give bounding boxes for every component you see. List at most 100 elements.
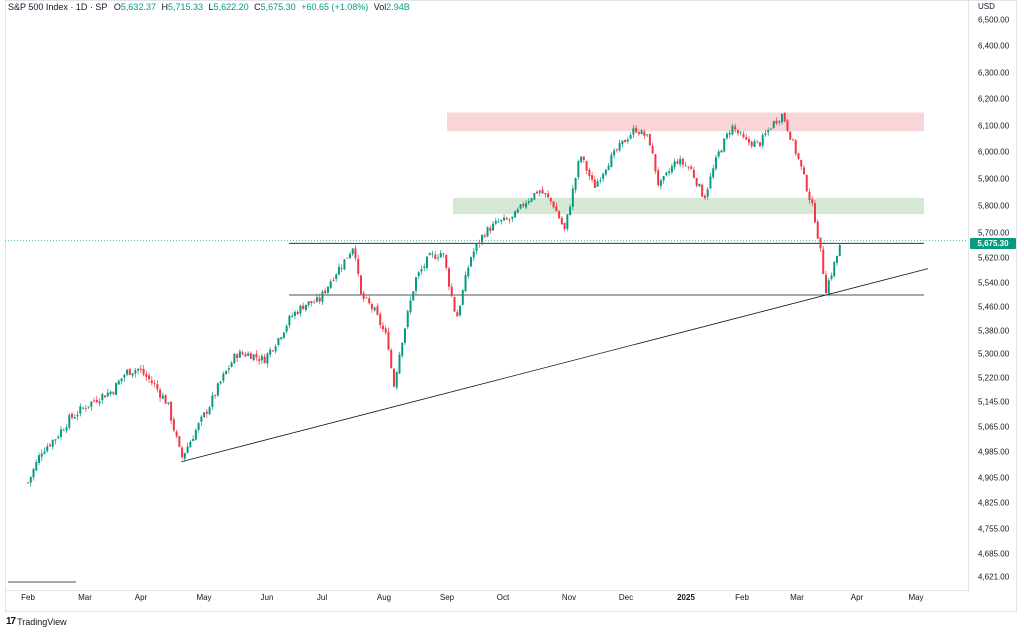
candle-body — [679, 158, 682, 165]
close-label: C — [254, 2, 261, 12]
candle-body — [274, 346, 277, 352]
time-tick-label: Dec — [618, 593, 634, 602]
candle-body — [530, 198, 533, 202]
candle-body — [90, 401, 93, 407]
candle-body — [538, 190, 541, 193]
candle-body — [808, 191, 811, 200]
candle-body — [519, 204, 522, 209]
candle-body — [497, 221, 500, 223]
candle-body — [745, 136, 748, 140]
candle-body — [376, 306, 379, 315]
candle-body — [654, 154, 657, 172]
candle-body — [698, 183, 701, 187]
currency-label[interactable]: USD — [978, 2, 995, 11]
candle-body — [395, 372, 398, 388]
candle-body — [544, 192, 547, 195]
candle-body — [731, 125, 734, 135]
candle-body — [431, 253, 434, 255]
candle-body — [156, 384, 159, 390]
time-tick-label: Apr — [134, 593, 148, 602]
candle-body — [49, 444, 52, 447]
open-value: 5,632.37 — [120, 2, 156, 12]
change-value: +60.65 (+1.08%) — [301, 2, 369, 12]
price-tick-label: 5,620.00 — [978, 253, 1010, 263]
candle-body — [387, 331, 390, 350]
candle-body — [189, 441, 192, 448]
candle-body — [95, 399, 98, 403]
candle-body — [789, 131, 792, 140]
candle-body — [481, 234, 484, 243]
tradingview-logo-icon: 17 — [6, 616, 16, 627]
candle-body — [640, 130, 643, 135]
candle-body — [205, 411, 208, 414]
candle-body — [84, 408, 87, 409]
candle-body — [764, 133, 767, 135]
candle-body — [769, 128, 772, 130]
candle-body — [717, 151, 720, 157]
high-label: H — [161, 2, 168, 12]
candle-body — [379, 314, 382, 326]
candle-body — [112, 392, 115, 394]
candle-body — [222, 373, 225, 381]
candle-body — [563, 223, 566, 230]
candle-body — [514, 211, 517, 218]
candle-body — [478, 242, 481, 244]
candle-body — [802, 167, 805, 175]
time-axis-separator — [5, 590, 969, 591]
candle-body — [423, 266, 426, 268]
candle-body — [285, 325, 288, 332]
candle-body — [437, 257, 440, 259]
candle-body — [172, 419, 175, 431]
candle-body — [505, 218, 508, 220]
candle-body — [120, 378, 123, 382]
candle-body — [692, 169, 695, 178]
symbol-label[interactable]: S&P 500 Index · 1D · SP — [8, 2, 108, 12]
candle-body — [629, 135, 632, 139]
candle-body — [607, 165, 610, 171]
candle-body — [684, 165, 687, 167]
candle-body — [566, 214, 569, 229]
time-tick-label: Mar — [790, 593, 804, 602]
candle-body — [269, 349, 272, 355]
candle-body — [637, 132, 640, 135]
candle-body — [337, 266, 340, 275]
candle-body — [71, 413, 74, 418]
candle-body — [194, 429, 197, 440]
candle-body — [709, 176, 712, 189]
candle-body — [555, 206, 558, 212]
price-tick-label: 6,300.00 — [978, 68, 1010, 78]
candle-body — [500, 219, 503, 222]
candle-body — [271, 350, 274, 352]
candle-body — [811, 199, 814, 204]
candle-body — [409, 300, 412, 313]
candle-body — [536, 191, 539, 194]
candle-body — [62, 430, 65, 431]
candle-body — [183, 453, 186, 459]
candle-body — [249, 353, 252, 359]
candle-body — [836, 255, 839, 263]
time-tick-label: 2025 — [677, 593, 695, 602]
price-tick-label: 6,400.00 — [978, 41, 1010, 51]
candle-body — [38, 455, 41, 463]
candle-body — [475, 243, 478, 251]
tradingview-brand[interactable]: 17 TradingView — [6, 616, 67, 627]
price-tick-label: 4,825.00 — [978, 498, 1010, 508]
candle-body — [401, 342, 404, 356]
candle-body — [439, 252, 442, 258]
candle-body — [819, 237, 822, 249]
candle-body — [417, 272, 420, 277]
price-tick-label: 6,000.00 — [978, 147, 1010, 157]
time-tick-label: May — [908, 593, 924, 602]
candle-body — [57, 436, 60, 439]
candle-body — [293, 311, 296, 316]
candle-body — [470, 257, 473, 267]
candle-body — [326, 286, 329, 293]
candle-body — [775, 120, 778, 124]
candle-body — [624, 139, 627, 143]
last-price-badge: 5,675.30 — [970, 238, 1016, 249]
resistance-zone — [447, 112, 924, 132]
candle-body — [137, 368, 140, 371]
candle-body — [492, 223, 495, 231]
candle-body — [646, 134, 649, 136]
